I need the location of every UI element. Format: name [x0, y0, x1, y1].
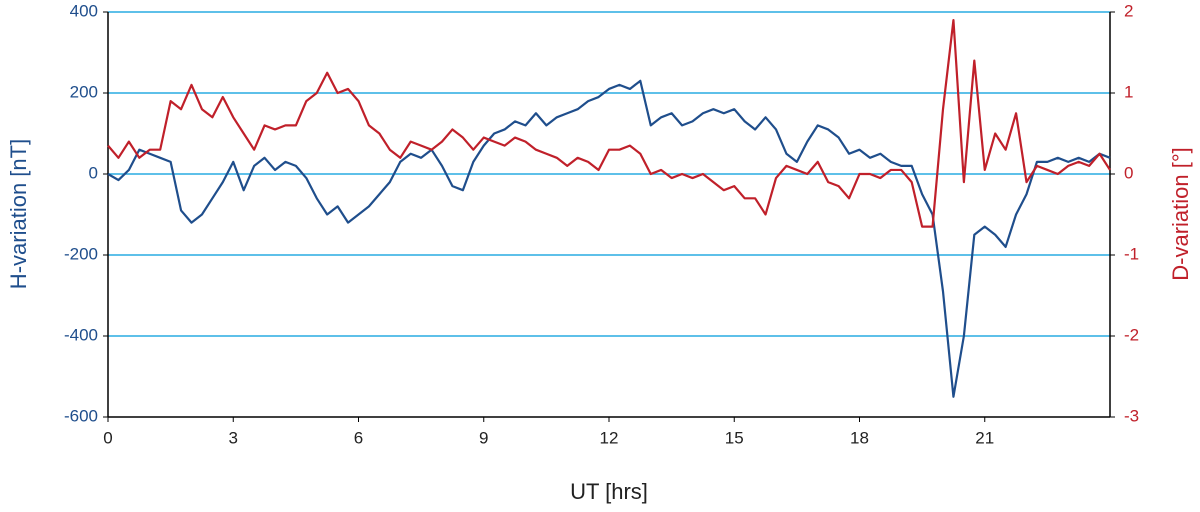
y-tick-label: -400: [64, 325, 98, 344]
x-tick-label: 0: [103, 428, 112, 447]
y2-tick-label: -2: [1124, 325, 1139, 344]
y-tick-label: 200: [70, 82, 98, 101]
y2-tick-label: -3: [1124, 406, 1139, 425]
y2-tick-label: -1: [1124, 244, 1139, 263]
y-axis-title: H-variation [nT]: [6, 139, 31, 289]
x-axis-title: UT [hrs]: [570, 479, 648, 504]
x-tick-label: 18: [850, 428, 869, 447]
y-tick-label: -200: [64, 244, 98, 263]
y-tick-label: 400: [70, 1, 98, 20]
y2-tick-label: 2: [1124, 1, 1133, 20]
x-tick-label: 15: [725, 428, 744, 447]
x-tick-label: 3: [229, 428, 238, 447]
y2-axis-title: D-variation [°]: [1168, 147, 1193, 281]
y2-tick-label: 0: [1124, 163, 1133, 182]
y-tick-label: 0: [89, 163, 98, 182]
x-tick-label: 12: [600, 428, 619, 447]
x-tick-label: 6: [354, 428, 363, 447]
y2-tick-label: 1: [1124, 82, 1133, 101]
x-tick-label: 21: [975, 428, 994, 447]
data-line: [107, 19, 1111, 228]
y-tick-label: -600: [64, 406, 98, 425]
data-line: [107, 79, 1111, 398]
x-tick-label: 9: [479, 428, 488, 447]
